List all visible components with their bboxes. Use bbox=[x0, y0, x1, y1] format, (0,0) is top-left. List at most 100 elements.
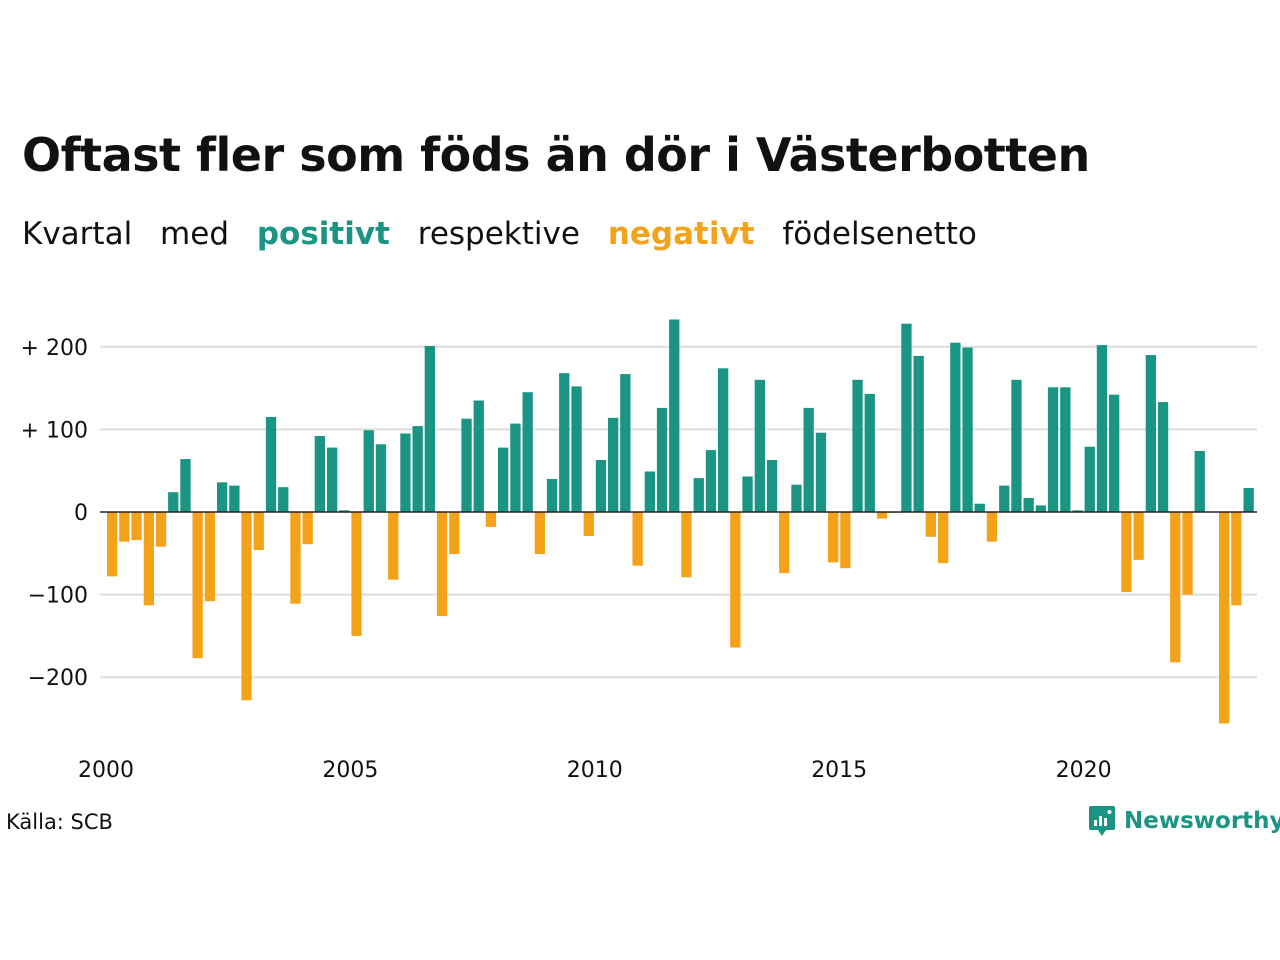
bar bbox=[204, 512, 216, 602]
bar bbox=[1109, 394, 1120, 512]
bar bbox=[766, 460, 778, 512]
newsworthy-logo-icon bbox=[1089, 806, 1115, 836]
bar bbox=[681, 512, 692, 578]
bar bbox=[180, 459, 191, 512]
bar bbox=[229, 485, 240, 512]
bar bbox=[864, 393, 875, 512]
bar bbox=[131, 512, 142, 541]
bar bbox=[754, 379, 765, 512]
bar bbox=[168, 492, 179, 512]
bar bbox=[999, 485, 1010, 512]
subtitle-word: Kvartal bbox=[22, 216, 133, 252]
chart-title: Oftast fler som föds än dör i Västerbott… bbox=[22, 128, 1090, 182]
bar bbox=[1035, 505, 1046, 512]
bar bbox=[595, 460, 607, 512]
bar bbox=[1243, 488, 1254, 512]
bar bbox=[876, 512, 888, 519]
bar bbox=[1047, 387, 1059, 512]
bar bbox=[1096, 345, 1108, 512]
bar bbox=[375, 444, 387, 512]
bar bbox=[1121, 512, 1132, 593]
bar bbox=[253, 512, 264, 550]
bar bbox=[779, 512, 790, 574]
bar bbox=[290, 512, 301, 604]
bar bbox=[852, 379, 863, 512]
bar bbox=[925, 512, 936, 537]
bar bbox=[742, 476, 753, 512]
bar bbox=[962, 347, 973, 512]
bar bbox=[950, 342, 961, 512]
bar bbox=[217, 482, 228, 512]
x-tick-label: 2010 bbox=[567, 758, 623, 783]
subtitle-word: respektive bbox=[417, 216, 580, 252]
bar bbox=[656, 407, 668, 512]
bar bbox=[632, 512, 643, 566]
bar bbox=[534, 512, 545, 555]
bar bbox=[1194, 450, 1205, 512]
bar bbox=[815, 432, 827, 512]
bar bbox=[828, 512, 839, 563]
x-tick-label: 2000 bbox=[78, 758, 134, 783]
bar bbox=[522, 392, 533, 512]
y-tick-label: 0 bbox=[74, 501, 88, 526]
bar bbox=[510, 423, 521, 512]
bar bbox=[608, 417, 619, 512]
bar bbox=[461, 418, 472, 512]
bar bbox=[1023, 498, 1034, 512]
bar bbox=[155, 512, 167, 547]
subtitle-word: med bbox=[160, 216, 229, 252]
bar bbox=[938, 512, 949, 564]
bar bbox=[1060, 387, 1071, 512]
y-tick-label: −100 bbox=[28, 584, 88, 609]
bar bbox=[498, 447, 509, 512]
bar bbox=[974, 503, 985, 512]
bar bbox=[119, 512, 130, 542]
x-tick-label: 2005 bbox=[322, 758, 378, 783]
bar bbox=[265, 417, 277, 512]
brand: Newsworthy bbox=[1088, 804, 1280, 838]
bar bbox=[278, 487, 289, 512]
bar bbox=[400, 433, 411, 512]
bar bbox=[1157, 402, 1169, 512]
bar bbox=[571, 386, 582, 512]
bar bbox=[1145, 355, 1156, 512]
bar bbox=[1219, 512, 1230, 724]
bar bbox=[913, 355, 924, 512]
bar-chart: + 200 + 100 0 −100 −200 2000 2005 2010 2015 2020 bbox=[21, 319, 1257, 783]
bar bbox=[192, 512, 203, 659]
bar bbox=[620, 374, 631, 512]
bar bbox=[693, 478, 704, 512]
bar bbox=[718, 368, 729, 512]
bar bbox=[901, 323, 912, 512]
bar bbox=[412, 426, 423, 512]
bar bbox=[363, 430, 374, 512]
bar bbox=[546, 479, 558, 512]
bar bbox=[327, 447, 338, 512]
bar bbox=[1182, 512, 1193, 595]
bar bbox=[1170, 512, 1181, 663]
source-label: Källa: SCB bbox=[6, 810, 113, 834]
subtitle-negative-label: negativt bbox=[607, 216, 755, 252]
x-tick-label: 2015 bbox=[811, 758, 867, 783]
subtitle-positive-label: positivt bbox=[256, 216, 390, 252]
y-tick-label: −200 bbox=[28, 666, 88, 691]
bar bbox=[986, 512, 998, 542]
bar bbox=[143, 512, 154, 606]
bar bbox=[424, 346, 435, 512]
bar bbox=[436, 512, 448, 617]
bar bbox=[473, 400, 484, 512]
bar bbox=[644, 471, 655, 512]
bar bbox=[1072, 510, 1083, 512]
y-tick-label: + 100 bbox=[21, 418, 88, 443]
bar bbox=[1133, 512, 1144, 560]
bar bbox=[840, 512, 851, 569]
bar bbox=[1084, 446, 1095, 512]
bar bbox=[314, 436, 325, 512]
chart-subtitle: Kvartal med positivt respektive negativt… bbox=[22, 216, 995, 252]
bar bbox=[339, 510, 350, 512]
bar bbox=[583, 512, 594, 536]
bar bbox=[730, 512, 741, 648]
bar bbox=[107, 512, 118, 577]
bar bbox=[705, 450, 717, 512]
bar bbox=[1011, 379, 1022, 512]
